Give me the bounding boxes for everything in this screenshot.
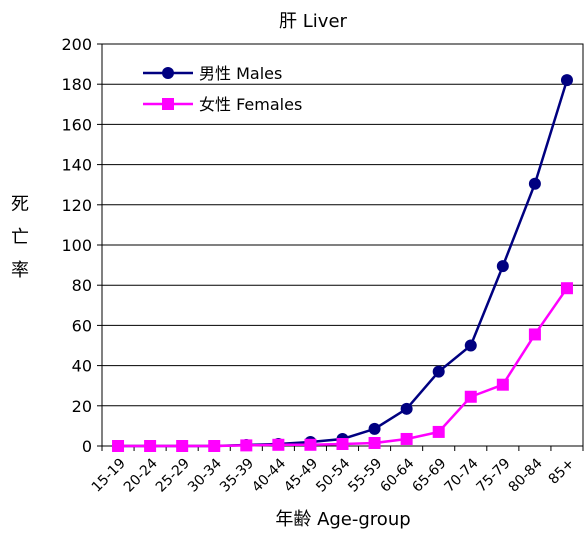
x-tick-label: 60-64: [377, 455, 417, 495]
data-point: [272, 438, 285, 451]
data-point: [432, 365, 445, 378]
data-point: [400, 402, 413, 415]
chart-title: 肝 Liver: [279, 11, 347, 32]
data-point: [464, 390, 477, 403]
x-tick-label: 35-39: [217, 456, 257, 496]
y-tick-label: 0: [82, 437, 92, 456]
y-tick-label: 200: [61, 35, 92, 54]
x-tick-label: 55-59: [345, 456, 385, 496]
x-tick-label: 50-54: [313, 455, 353, 495]
x-tick-label: 15-19: [89, 456, 129, 496]
series-females: [112, 282, 573, 452]
data-point: [368, 422, 381, 435]
data-point: [496, 260, 509, 273]
y-tick-label: 40: [72, 357, 92, 376]
y-tick-label: 140: [61, 156, 92, 175]
data-point: [176, 440, 189, 452]
legend-marker: [162, 98, 174, 110]
x-tick-label: 30-34: [185, 455, 225, 495]
y-tick-label: 100: [61, 236, 92, 255]
legend-label: 女性 Females: [199, 95, 302, 114]
series-males: [112, 74, 573, 452]
y-tick-label: 60: [72, 316, 92, 335]
series-layer: [112, 74, 573, 452]
data-point: [112, 440, 125, 452]
data-point: [304, 438, 317, 451]
data-point: [208, 440, 221, 452]
x-tick-label: 20-24: [121, 455, 161, 495]
x-tick-label: 25-29: [153, 456, 193, 496]
data-point: [560, 282, 573, 295]
x-tick-label: 45-49: [281, 456, 321, 496]
legend-item: 女性 Females: [143, 95, 302, 114]
y-tick-label: 20: [72, 397, 92, 416]
data-point: [240, 439, 253, 452]
x-tick-label: 80-84: [506, 455, 546, 495]
data-point: [528, 177, 541, 190]
x-tick-label: 75-79: [474, 456, 514, 496]
y-tick-label: 180: [61, 75, 92, 94]
data-point: [368, 436, 381, 449]
x-axis-label: 年齢 Age-group: [275, 509, 410, 530]
x-tick-label: 70-74: [442, 455, 482, 495]
data-point: [496, 378, 509, 391]
x-tick-label: 85+: [546, 456, 578, 488]
x-tick-label: 40-44: [249, 455, 289, 495]
legend: 男性 Males 女性 Females: [143, 64, 302, 114]
x-tick-label: 65-69: [409, 456, 449, 496]
y-tick-label: 160: [61, 115, 92, 134]
x-axis-ticks: 15-1920-2425-2930-3435-3940-4445-4950-54…: [89, 446, 584, 496]
data-point: [432, 425, 445, 438]
gridlines: [102, 83, 583, 407]
y-tick-label: 80: [72, 276, 92, 295]
legend-label: 男性 Males: [199, 64, 282, 83]
legend-marker: [162, 67, 174, 79]
data-point: [464, 339, 477, 352]
data-point: [528, 328, 541, 341]
legend-item: 男性 Males: [143, 64, 282, 83]
series-line: [118, 287, 568, 448]
y-tick-label: 120: [61, 196, 92, 215]
data-point: [144, 440, 157, 452]
data-point: [560, 74, 573, 87]
data-point: [400, 432, 413, 445]
data-point: [336, 437, 349, 450]
y-axis-ticks: 0 20 40 60 80 100 120 140 160 180 200: [61, 35, 102, 456]
y-axis-label: 死亡率: [11, 194, 29, 281]
